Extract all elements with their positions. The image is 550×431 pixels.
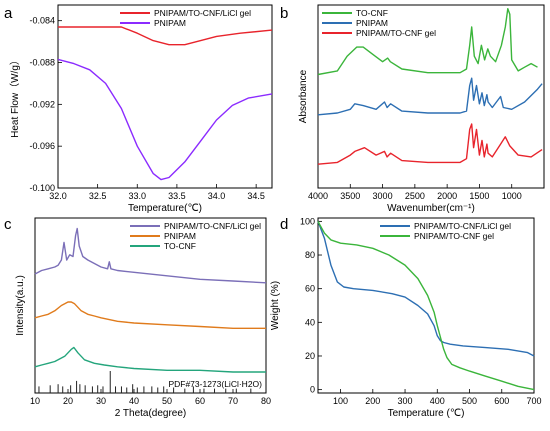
x-axis-label: Temperature(℃) [128, 203, 202, 214]
y-tick-label: -0.100 [29, 183, 55, 193]
legend-label: PNIPAM [164, 231, 196, 241]
x-axis-label: Wavenumber(cm⁻¹) [387, 203, 475, 214]
x-axis-label: 2 Theta(degree) [115, 408, 187, 419]
y-axis-label: Absorbance [298, 69, 309, 123]
series-line-1 [317, 221, 535, 391]
y-tick-label: -0.084 [29, 16, 55, 26]
x-tick-label: 20 [63, 396, 73, 406]
x-tick-label: 80 [261, 396, 271, 406]
y-axis-label: Weight (%) [270, 281, 281, 330]
x-tick-label: 300 [398, 396, 413, 406]
x-tick-label: 40 [129, 396, 139, 406]
series-line-1 [317, 77, 543, 116]
series-line-2 [34, 346, 266, 373]
legend-label: TO-CNF [164, 241, 196, 251]
legend-label: PNIPAM/TO-CNF/LiCl gel [164, 221, 261, 231]
series-line-0 [58, 26, 273, 46]
x-tick-label: 500 [462, 396, 477, 406]
panel-a: 32.0 32.5 33.0 33.5 34.0 34.5 -0.100 -0.096 -0.0… [9, 4, 273, 214]
x-tick-label: 3000 [373, 191, 393, 201]
y-axis-label: Heat Flow（W/g） [9, 55, 21, 138]
plot-frame-d [317, 217, 535, 394]
x-tick-label: 2000 [437, 191, 457, 201]
series-line-1 [57, 58, 273, 181]
plot-frame-a [57, 4, 273, 189]
x-tick-label: 32.5 [89, 191, 107, 201]
y-tick-label: 0 [310, 385, 315, 395]
y-tick-label: -0.096 [29, 141, 55, 151]
panel-c: 10 20 30 40 50 60 70 80 2 Theta(degree) Intensity… [15, 217, 271, 419]
panel-b: 4000 3500 3000 2500 2000 1500 1000 Wavenumber(c… [298, 4, 545, 214]
x-tick-label: 200 [365, 396, 380, 406]
x-tick-label: 70 [228, 396, 238, 406]
x-tick-label: 600 [494, 396, 509, 406]
x-tick-label: 30 [96, 396, 106, 406]
panel-d: 100 200 300 400 500 600 700 0 20 40 60 80 100 Tempera… [270, 216, 542, 419]
series-line-0 [317, 221, 535, 357]
x-tick-label: 2500 [405, 191, 425, 201]
x-axis-label: Temperature (℃) [388, 408, 465, 419]
legend-label: PNIPAM [356, 18, 388, 28]
x-tick-label: 10 [30, 396, 40, 406]
plot-frame-c [34, 217, 267, 394]
y-tick-label: -0.092 [29, 99, 55, 109]
x-tick-label: 400 [430, 396, 445, 406]
series-line-1 [34, 301, 266, 329]
x-tick-label: 34.0 [208, 191, 226, 201]
panel-label-b: b [280, 5, 288, 22]
x-tick-label: 3500 [340, 191, 360, 201]
y-tick-label: 40 [305, 317, 315, 327]
y-axis-label: Intensity(a.u.) [15, 275, 26, 336]
series-line-0 [34, 227, 267, 284]
x-tick-label: 33.0 [128, 191, 146, 201]
panel-label-d: d [280, 216, 288, 233]
legend-label: PNIPAM/TO-CNF/LiCl gel [154, 8, 251, 18]
y-tick-label: 60 [305, 284, 315, 294]
x-tick-label: 34.5 [247, 191, 265, 201]
y-tick-label: 20 [305, 351, 315, 361]
legend-label: TO-CNF [356, 8, 388, 18]
x-tick-label: 32.0 [49, 191, 67, 201]
x-tick-label: 700 [526, 396, 541, 406]
x-tick-label: 33.5 [168, 191, 186, 201]
pattern-annotation: PDF#73-1273(LiCl·H2O) [168, 379, 262, 389]
y-tick-label: 100 [300, 216, 315, 226]
legend-label: PNIPAM/TO-CNF gel [356, 28, 436, 38]
series-line-0 [317, 7, 538, 76]
y-tick-label: 80 [305, 250, 315, 260]
legend-label: PNIPAM [154, 18, 186, 28]
x-tick-label: 1000 [502, 191, 522, 201]
panel-label-a: a [4, 5, 13, 22]
legend-label: PNIPAM/TO-CNF/LiCl gel [414, 221, 511, 231]
x-tick-label: 4000 [308, 191, 328, 201]
y-tick-label: -0.088 [29, 58, 55, 68]
series-line-2 [317, 123, 543, 165]
x-tick-label: 60 [195, 396, 205, 406]
x-tick-label: 1500 [469, 191, 489, 201]
panel-label-c: c [4, 216, 12, 233]
x-tick-label: 100 [333, 396, 348, 406]
plot-frame-b [317, 4, 545, 189]
x-tick-label: 50 [162, 396, 172, 406]
legend-label: PNIPAM/TO-CNF gel [414, 231, 494, 241]
